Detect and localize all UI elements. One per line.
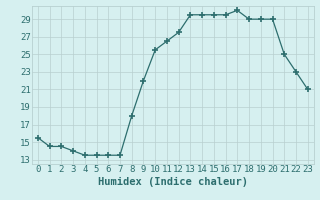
X-axis label: Humidex (Indice chaleur): Humidex (Indice chaleur) bbox=[98, 177, 248, 187]
